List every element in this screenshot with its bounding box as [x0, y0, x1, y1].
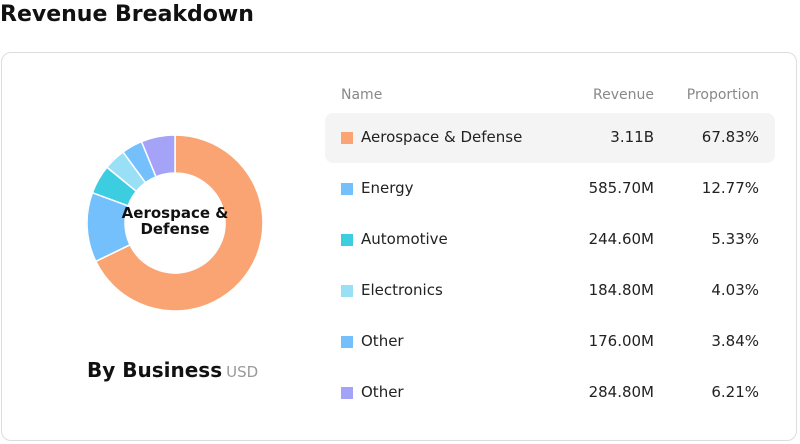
donut-chart	[86, 134, 264, 312]
proportion-cell: 6.21%	[711, 383, 759, 401]
proportion-cell: 67.83%	[701, 128, 759, 146]
column-header: Name	[341, 87, 383, 103]
legend-label: Automotive	[361, 230, 448, 248]
page-title: Revenue Breakdown	[0, 2, 254, 27]
proportion-cell: 3.84%	[711, 332, 759, 350]
legend-swatch	[341, 285, 353, 297]
caption-text: By Business	[87, 358, 223, 382]
revenue-cell: 244.60M	[588, 230, 654, 248]
proportion-cell: 4.03%	[711, 281, 759, 299]
card	[1, 52, 797, 441]
legend-swatch	[341, 234, 353, 246]
revenue-cell: 3.11B	[610, 128, 654, 146]
legend-swatch	[341, 183, 353, 195]
legend-label: Other	[361, 383, 404, 401]
proportion-cell: 5.33%	[711, 230, 759, 248]
proportion-cell: 12.77%	[701, 179, 759, 197]
legend-label: Other	[361, 332, 404, 350]
donut-segment[interactable]	[140, 134, 176, 178]
revenue-cell: 585.70M	[588, 179, 654, 197]
revenue-cell: 176.00M	[588, 332, 654, 350]
legend-swatch	[341, 336, 353, 348]
legend-swatch	[341, 132, 353, 144]
legend-label: Electronics	[361, 281, 443, 299]
donut-segment[interactable]	[94, 134, 264, 312]
center-label: Aerospace & Defense	[121, 204, 229, 238]
legend-swatch	[341, 387, 353, 399]
unit: USD	[226, 363, 259, 381]
column-header: Revenue	[593, 87, 654, 103]
table-row[interactable]	[325, 113, 775, 163]
legend-label: Aerospace & Defense	[361, 128, 523, 146]
legend-label: Energy	[361, 179, 414, 197]
column-header: Proportion	[686, 87, 759, 103]
revenue-cell: 284.80M	[588, 383, 654, 401]
revenue-cell: 184.80M	[588, 281, 654, 299]
caption: By Business USD	[87, 358, 258, 382]
